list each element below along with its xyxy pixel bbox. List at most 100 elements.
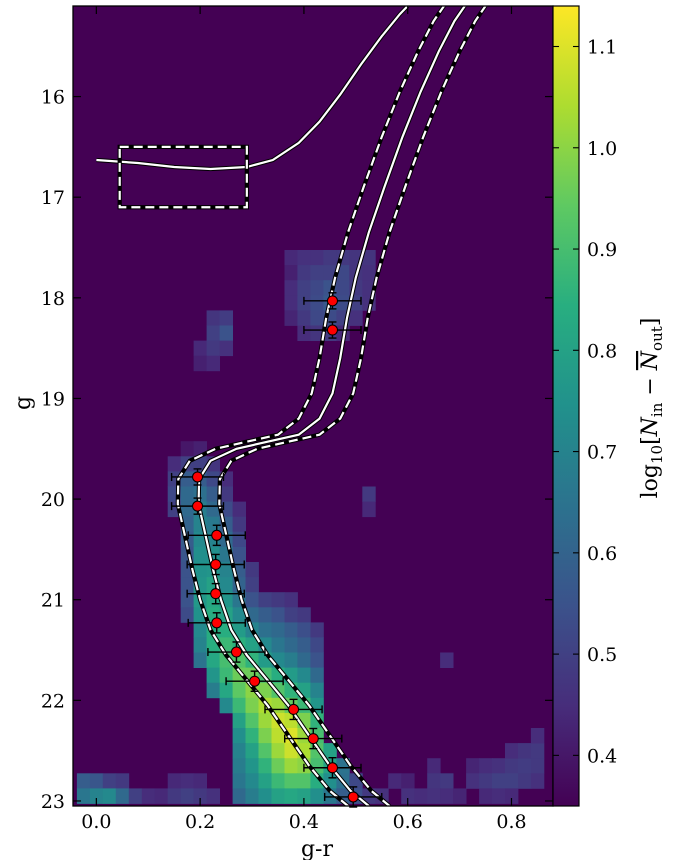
heatmap-cell <box>89 773 104 789</box>
heatmap-cell <box>310 295 324 311</box>
data-point <box>187 524 246 547</box>
colorbar: 0.4 0.5 0.6 0.7 0.8 0.9 1.0 1.1 log10[Nin − Nou… <box>552 5 666 807</box>
heatmap-cell <box>401 773 415 789</box>
data-point <box>186 553 245 576</box>
heatmap-cell <box>232 697 246 714</box>
heatmap-cell <box>258 788 272 804</box>
heatmap-cell <box>245 788 259 804</box>
heatmap-cell <box>530 743 545 759</box>
data-points <box>170 292 383 808</box>
point-marker <box>211 617 223 629</box>
point-marker <box>210 558 222 570</box>
heatmap-cell <box>297 788 311 804</box>
heatmap-cell <box>180 577 195 593</box>
heatmap-cell <box>505 773 519 789</box>
data-point <box>187 612 246 634</box>
heatmap-cell <box>336 295 350 311</box>
heatmap-cell <box>258 682 272 699</box>
heatmap-cell <box>180 788 195 804</box>
heatmap-cell <box>388 773 402 789</box>
isochrone-main-branch <box>197 6 466 806</box>
heatmap-cell <box>518 773 532 789</box>
heatmap-cell <box>180 592 195 608</box>
heatmap-cell <box>310 265 324 281</box>
heatmap-cell <box>232 516 246 533</box>
heatmap-cell <box>310 310 324 326</box>
heatmap-cell <box>167 456 182 472</box>
heatmap-cell <box>530 758 545 774</box>
heatmap-cell <box>193 340 207 357</box>
heatmap-cell <box>206 340 220 357</box>
point-marker <box>326 324 338 336</box>
heatmap-cell <box>349 310 363 326</box>
heatmap-cell <box>271 607 285 623</box>
heatmap-cell <box>245 637 259 653</box>
point-marker <box>326 295 338 307</box>
selection-boundary-left <box>176 6 445 806</box>
data-point <box>303 321 362 339</box>
y-tick-label: 16 <box>41 87 65 109</box>
heatmap-cell <box>115 788 130 804</box>
heatmap-cell <box>297 667 311 684</box>
heatmap-cell <box>245 773 259 789</box>
heatmap-cell <box>193 355 207 372</box>
heatmap-cell <box>284 295 298 311</box>
heatmap-cell <box>427 773 441 789</box>
heatmap-cell <box>206 471 220 487</box>
heatmap-cell <box>258 758 272 774</box>
data-point <box>186 582 245 605</box>
heatmap-cell <box>258 592 272 608</box>
heatmap-cell <box>310 788 324 804</box>
heatmap-cell <box>219 562 233 578</box>
heatmap-cell <box>297 773 311 789</box>
heatmap-cell <box>193 637 207 653</box>
heatmap-cell <box>206 310 220 326</box>
y-tick-label: 22 <box>41 690 65 712</box>
heatmap-cell <box>206 516 220 533</box>
heatmap-cell <box>310 280 324 296</box>
point-marker <box>211 529 223 541</box>
heatmap-cell <box>297 637 311 653</box>
heatmap-cell <box>362 250 376 266</box>
heatmap-cell <box>232 788 246 804</box>
heatmap-cell <box>258 743 272 759</box>
heatmap-cell <box>466 758 480 774</box>
heatmap-cell <box>297 652 311 668</box>
heatmap-cell <box>258 607 272 623</box>
colorbar-tick-label: 1.1 <box>587 37 617 59</box>
heatmap-cell <box>232 728 246 744</box>
heatmap-cell <box>492 758 506 774</box>
heatmap-cell <box>505 788 519 804</box>
heatmap-cell <box>323 250 337 266</box>
heatmap-cell <box>297 250 311 266</box>
x-axis-label: g-r <box>301 837 334 860</box>
colorbar-tick-label: 0.6 <box>587 543 617 565</box>
heatmap-cell <box>440 652 454 668</box>
x-tick-label: 0.6 <box>393 811 423 833</box>
heatmap-cell <box>310 622 324 638</box>
heatmap-cell <box>245 758 259 774</box>
heatmap-cell <box>297 310 311 326</box>
heatmap-cell <box>89 788 104 804</box>
heatmap-cell <box>518 743 532 759</box>
heatmap-cell <box>297 265 311 281</box>
point-marker <box>288 703 300 715</box>
heatmap-cell <box>271 758 285 774</box>
heatmap-cell <box>440 773 454 789</box>
heatmap-cell <box>232 712 246 729</box>
selection-boundary-right <box>218 6 487 806</box>
heatmap-cell <box>505 758 519 774</box>
colorbar-tick-label: 0.7 <box>587 442 617 464</box>
y-tick-label: 17 <box>41 187 65 209</box>
heatmap-cell <box>323 743 337 759</box>
heatmap-cell <box>271 743 285 759</box>
heatmap-cell <box>193 652 207 668</box>
heatmap-cell <box>180 607 195 623</box>
y-tick-label: 23 <box>41 791 65 813</box>
x-tick-label: 0.0 <box>81 811 111 833</box>
heatmap-cell <box>232 758 246 774</box>
point-marker <box>192 500 204 512</box>
isochrone-overlay <box>96 6 488 806</box>
heatmap-cell <box>245 697 259 714</box>
heatmap-cell <box>206 486 220 502</box>
